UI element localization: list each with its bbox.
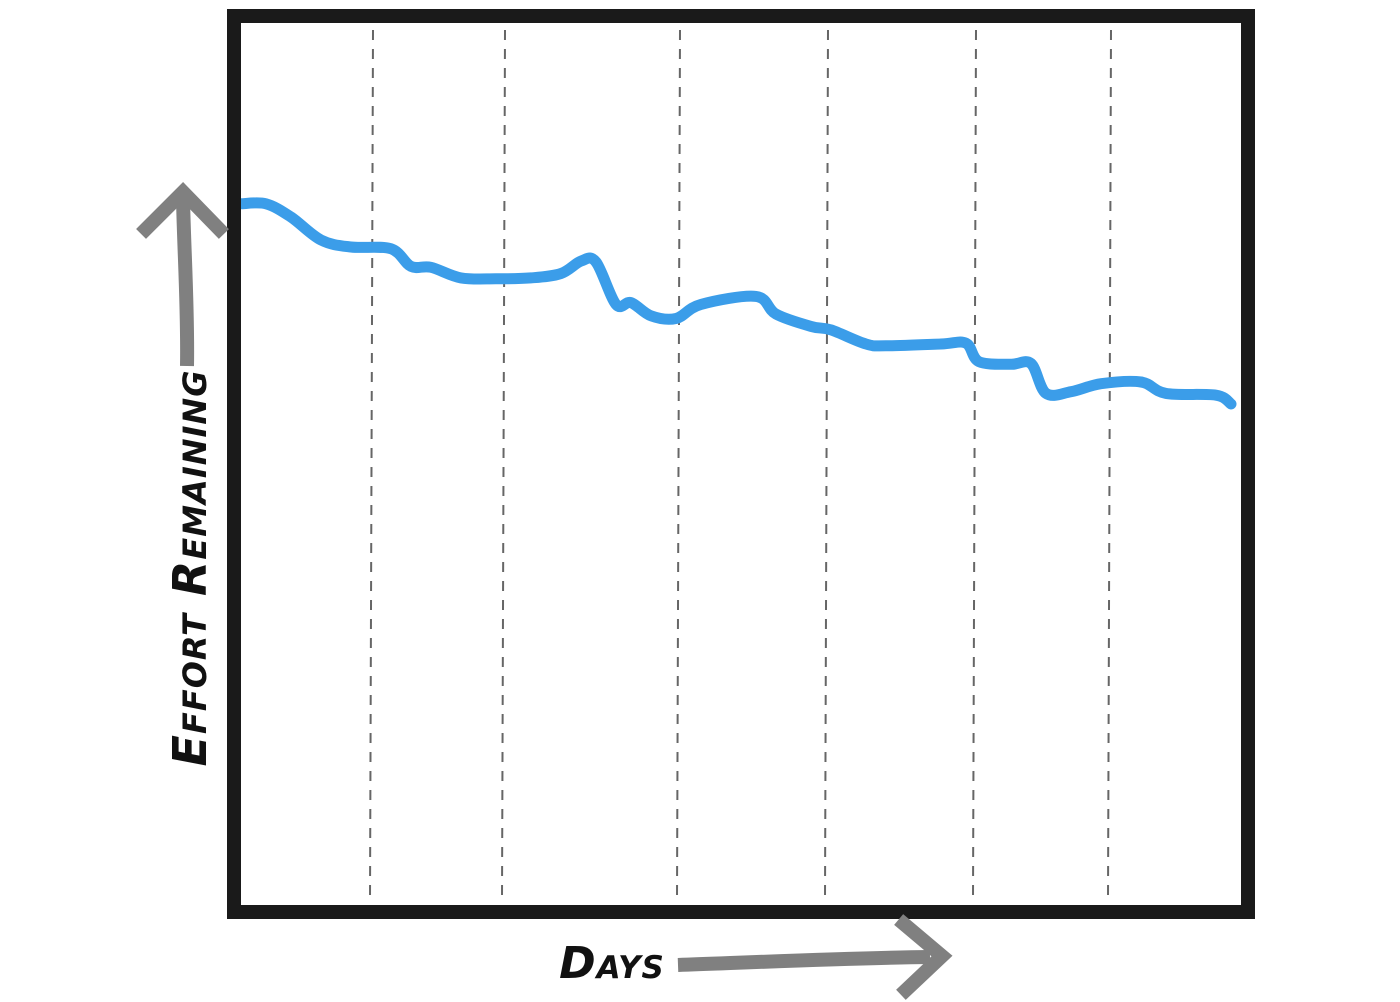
y-axis-arrow — [136, 182, 229, 367]
gridlines — [369, 29, 1112, 901]
effort-remaining-line — [235, 197, 1237, 410]
x-axis-label: Days — [559, 938, 665, 989]
x-axis-arrow — [677, 914, 953, 1000]
gridline-1 — [369, 29, 374, 901]
gridline-5 — [972, 29, 977, 901]
y-axis-label: Effort Remaining — [163, 370, 217, 767]
gridline-2 — [501, 29, 506, 901]
gridline-4 — [824, 29, 829, 901]
plot-frame — [227, 9, 1255, 919]
gridline-3 — [676, 29, 681, 901]
gridline-6 — [1107, 29, 1112, 901]
